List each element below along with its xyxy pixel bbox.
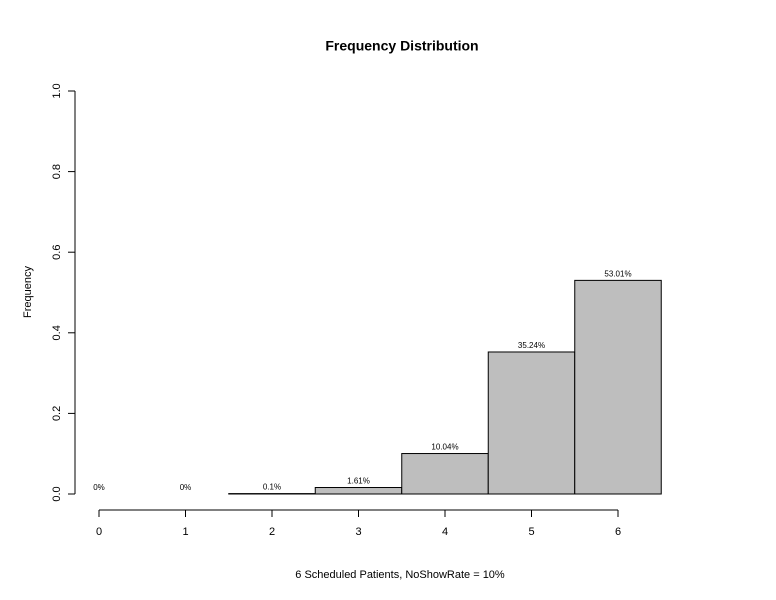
y-tick-label: 1.0 (51, 83, 63, 98)
x-tick-label: 5 (528, 526, 534, 538)
bar (401, 453, 489, 495)
value-label: 10.04% (431, 443, 458, 452)
y-tick-label: 0.0 (51, 486, 63, 501)
value-label: 53.01% (604, 269, 631, 278)
value-label: 0% (180, 483, 192, 492)
y-tick-label: 0.4 (51, 325, 63, 340)
x-tick-label: 6 (615, 526, 621, 538)
x-tick-label: 0 (96, 526, 102, 538)
value-label: 1.61% (347, 477, 370, 486)
x-tick-label: 2 (269, 526, 275, 538)
y-axis-label: Frequency (22, 266, 34, 318)
x-tick-label: 3 (355, 526, 361, 538)
value-label: 0.1% (263, 483, 281, 492)
y-tick-label: 0.2 (51, 406, 63, 421)
y-tick-label: 0.8 (51, 164, 63, 179)
x-axis-label: 6 Scheduled Patients, NoShowRate = 10% (295, 569, 505, 581)
bar (487, 351, 576, 495)
bar (314, 487, 403, 495)
y-tick-label: 0.6 (51, 245, 63, 260)
value-label: 35.24% (518, 341, 545, 350)
value-label: 0% (93, 483, 105, 492)
chart-title: Frequency Distribution (325, 38, 478, 54)
x-tick-label: 1 (182, 526, 188, 538)
x-tick-label: 4 (442, 526, 448, 538)
bar (574, 279, 662, 495)
